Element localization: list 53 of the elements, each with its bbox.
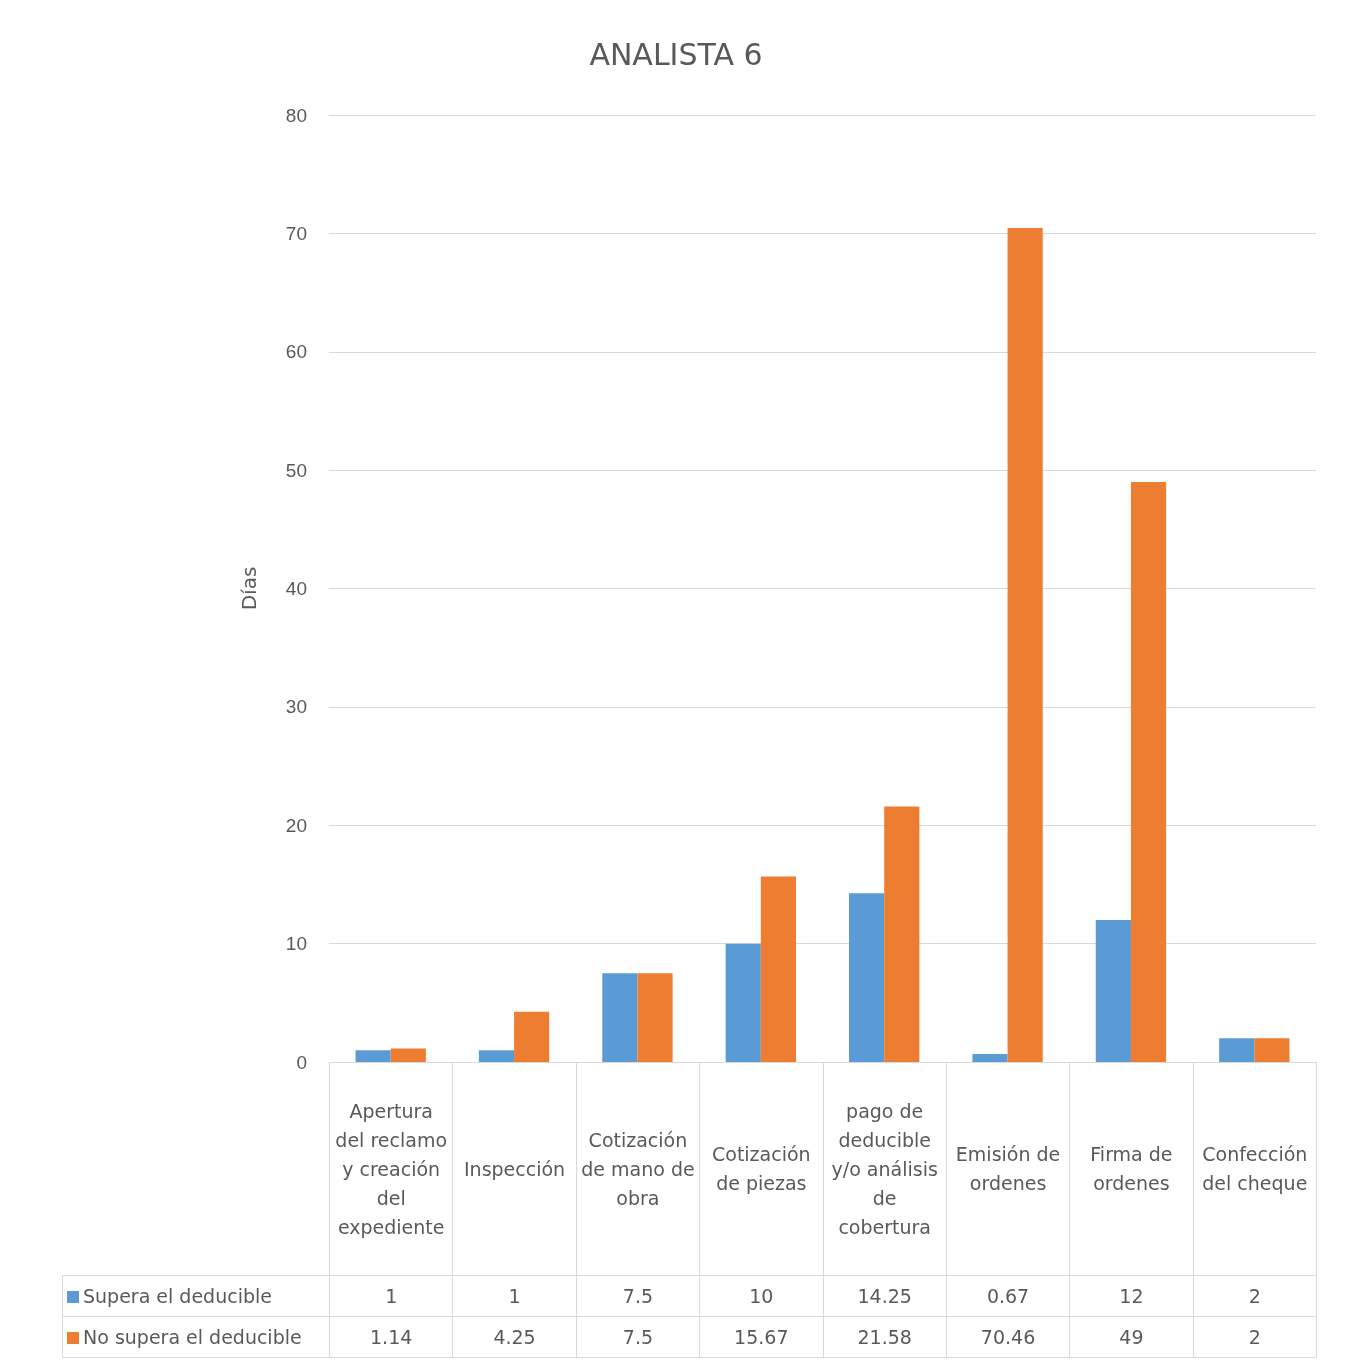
- bar: [514, 1011, 550, 1062]
- data-label: 14.25: [823, 1275, 947, 1317]
- data-label: 4.25: [452, 1316, 577, 1358]
- x-tick-label: Apertura del reclamo y creación del expediente: [329, 1062, 453, 1276]
- data-label: 12: [1069, 1275, 1194, 1317]
- x-tick-label: Emisión de ordenes: [946, 1062, 1070, 1276]
- bar: [1095, 919, 1131, 1062]
- chart-title: ANALISTA 6: [589, 36, 763, 72]
- bar: [637, 973, 673, 1062]
- x-tick-label: Inspección: [452, 1062, 577, 1276]
- y-tick-label: 50: [285, 459, 307, 481]
- data-label: 49: [1069, 1316, 1194, 1358]
- data-label: 2: [1193, 1316, 1317, 1358]
- y-tick-label: 60: [285, 341, 307, 363]
- bar: [478, 1050, 515, 1062]
- bar: [1254, 1038, 1290, 1062]
- y-tick-label: 20: [285, 814, 307, 836]
- x-tick-label: Cotización de mano de obra: [576, 1062, 700, 1276]
- bar: [849, 893, 885, 1062]
- x-tick-label: Confección del cheque: [1193, 1062, 1317, 1276]
- legend-label: Supera el deducible: [62, 1275, 330, 1317]
- data-label: 1.14: [329, 1316, 453, 1358]
- x-tick-label: Cotización de piezas: [699, 1062, 823, 1276]
- data-label: 1: [329, 1275, 453, 1317]
- x-tick-label: Firma de ordenes: [1069, 1062, 1194, 1276]
- y-tick-label: 70: [285, 222, 307, 244]
- bar: [1219, 1038, 1255, 1062]
- bar: [1007, 227, 1043, 1062]
- data-label: 7.5: [576, 1316, 700, 1358]
- data-label: 70.46: [946, 1316, 1070, 1358]
- bar: [390, 1048, 426, 1062]
- bar: [972, 1054, 1008, 1062]
- y-tick-label: 80: [285, 104, 307, 126]
- bar: [760, 876, 796, 1062]
- bar: [1130, 481, 1167, 1062]
- data-label: 10: [699, 1275, 823, 1317]
- y-tick-label: 10: [285, 933, 307, 955]
- data-label: 2: [1193, 1275, 1317, 1317]
- y-tick-label: 0: [296, 1051, 307, 1073]
- bar: [355, 1050, 391, 1062]
- y-tick-label: 30: [285, 696, 307, 718]
- data-label: 15.67: [699, 1316, 823, 1358]
- bar: [602, 973, 638, 1062]
- data-label: 7.5: [576, 1275, 700, 1317]
- bar: [725, 943, 761, 1062]
- bar: [884, 806, 920, 1062]
- data-label: 1: [452, 1275, 577, 1317]
- y-axis-title: Días: [237, 566, 261, 611]
- data-label: 21.58: [823, 1316, 947, 1358]
- y-tick-label: 40: [285, 578, 307, 599]
- x-tick-label: pago de deducible y/o análisis de cobertura: [823, 1062, 947, 1276]
- data-label: 0.67: [946, 1275, 1070, 1317]
- legend-label: No supera el deducible: [62, 1316, 330, 1358]
